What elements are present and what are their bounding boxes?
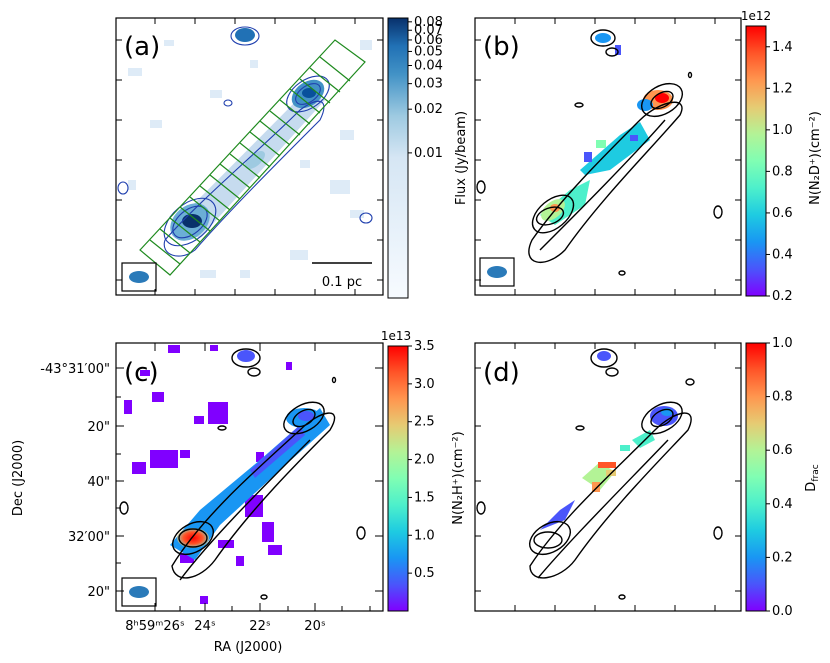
panel-c-xlabel: RA (J2000): [214, 640, 283, 655]
panel-b-label: (b): [483, 32, 520, 62]
panel-c-colorbar-offset: 1e13: [381, 329, 411, 343]
panel-a-ticks: [116, 18, 383, 295]
panel-c-beam: [129, 586, 149, 598]
panel-c-x-tick-label: 24ˢ: [194, 619, 216, 634]
panel-b: (b) 1e12 1.4 1.2 1.0 0.8 0.6 0.4 0.2 N(N₂D⁺)(c…: [474, 9, 823, 304]
panel-c-colorbar-tick-label: 2.5: [414, 415, 435, 430]
panel-c-colorbar-label: N(N₂H⁺)(cm⁻²): [451, 431, 466, 524]
panel-b-colorbar-tick-label: 0.6: [772, 206, 793, 221]
panel-b-colorbar-ticks: 1.4 1.2 1.0 0.8 0.6 0.4 0.2: [766, 40, 793, 304]
panel-a-colorbar-tick-label: 0.06: [414, 33, 443, 48]
panel-d-colorbar-tick-label: 0.6: [772, 443, 793, 458]
panel-c-x-tick-labels: 8ʰ59ᵐ26ˢ 24ˢ 22ˢ 20ˢ: [125, 619, 326, 634]
panel-c-x-tick-label: 20ˢ: [304, 619, 326, 634]
panel-a-beam: [129, 271, 149, 283]
panel-c-peak: [177, 528, 209, 548]
panel-d-colorbar-label: Dfrac: [804, 464, 821, 491]
panel-b-colorbar-tick-label: 0.8: [772, 164, 793, 179]
panel-a-colorbar-tick-label: 0.05: [414, 44, 443, 59]
panel-d-colorbar-tick-label: 0.2: [772, 550, 793, 565]
panel-c: (c) 8ʰ59ᵐ26ˢ 24ˢ 22ˢ 20ˢ -43°31′00" 20" 40" 32…: [11, 329, 466, 655]
panel-c-y-tick-label: 40": [87, 475, 110, 490]
panel-c-colorbar-tick-label: 2.0: [414, 453, 435, 468]
panel-a-colorbar-ticks: 0.080.070.060.050.04 0.03 0.02 0.01: [408, 15, 443, 161]
panel-a-colorbar-tick-label: 0.01: [414, 146, 443, 161]
panel-a-colorbar-label: Flux (Jy/beam): [454, 111, 469, 205]
panel-c-x-tick-label: 8ʰ59ᵐ26ˢ: [125, 619, 185, 634]
panel-d-label: (d): [483, 358, 520, 388]
panel-c-ticks: [116, 343, 383, 611]
panel-a-colorbar: [387, 17, 409, 299]
panel-d-emission: [582, 462, 615, 490]
panel-c-label: (c): [124, 358, 159, 388]
panel-b-colorbar-tick-label: 0.2: [772, 289, 793, 304]
panel-a-colorbar-tick-label: 0.03: [414, 77, 443, 92]
panel-c-colorbar-tick-label: 1.0: [414, 528, 435, 543]
panel-a-colorbar-tick-label: 0.04: [414, 59, 443, 74]
panel-a-colorbar-tick-label: 0.02: [414, 102, 443, 117]
panel-b-colorbar-offset: 1e12: [741, 9, 771, 23]
panel-a-cuts: [139, 39, 366, 276]
panel-b-colorbar-tick-label: 1.0: [772, 123, 793, 138]
panel-d-colorbar: [745, 342, 767, 612]
panel-d-colorbar-ticks: 1.0 0.8 0.6 0.4 0.2 0.0: [766, 336, 793, 619]
panel-d-colorbar-label-sub: frac: [811, 464, 821, 481]
panel-a-colorbar-tick-label: 0.07: [414, 23, 443, 38]
panel-c-x-tick-label: 22ˢ: [249, 619, 271, 634]
panel-d-colorbar-tick-label: 0.0: [772, 604, 793, 619]
panel-d-contours: [476, 348, 723, 600]
panel-c-y-tick-label: -43°31′00": [40, 362, 110, 377]
panel-c-contours: [119, 348, 366, 600]
panel-c-colorbar-tick-label: 0.5: [414, 566, 435, 581]
panel-c-y-tick-label: 20": [87, 420, 110, 435]
panel-b-contours: [476, 29, 723, 276]
panel-d-colorbar-label-main: D: [804, 482, 819, 492]
panel-b-colorbar: [745, 25, 767, 297]
panel-b-colorbar-tick-label: 1.4: [772, 40, 793, 55]
panel-a-scale-label: 0.1 pc: [322, 275, 362, 290]
panel-c-y-tick-label: 32′00": [68, 530, 110, 545]
panel-c-y-tick-label: 20": [87, 585, 110, 600]
panel-b-colorbar-tick-label: 1.2: [772, 81, 793, 96]
panel-c-colorbar: [387, 345, 409, 612]
panel-c-colorbar-ticks: 3.5 3.0 2.5 2.0 1.5 1.0 0.5: [408, 339, 435, 581]
panel-c-colorbar-tick-label: 3.0: [414, 377, 435, 392]
panel-a-noise: [128, 40, 372, 278]
panel-d: (d) 1.0 0.8 0.6 0.4 0.2 0.0 Dfrac: [474, 336, 821, 619]
panel-b-ticks: [475, 18, 741, 295]
panel-d-colorbar-tick-label: 0.8: [772, 390, 793, 405]
panel-a: 0.1 pc (a) 0.080.070.060.050.040.030.020…: [115, 15, 469, 299]
panel-c-colorbar-tick-label: 3.5: [414, 339, 435, 354]
panel-a-colorbar-tick-label: 0.08: [414, 15, 443, 30]
panel-a-label: (a): [124, 32, 160, 62]
panel-b-colorbar-tick-label: 0.4: [772, 247, 793, 262]
panel-d-colorbar-tick-label: 1.0: [772, 336, 793, 351]
panel-d-ticks: [475, 343, 741, 611]
panel-b-colorbar-label: N(N₂D⁺)(cm⁻²): [808, 111, 823, 205]
panel-c-colorbar-tick-label: 1.5: [414, 490, 435, 505]
panel-b-beam: [487, 266, 507, 278]
panel-d-colorbar-tick-label: 0.4: [772, 497, 793, 512]
panel-c-ylabel: Dec (J2000): [11, 440, 26, 516]
panel-c-y-tick-labels: -43°31′00" 20" 40" 32′00" 20": [40, 362, 110, 600]
